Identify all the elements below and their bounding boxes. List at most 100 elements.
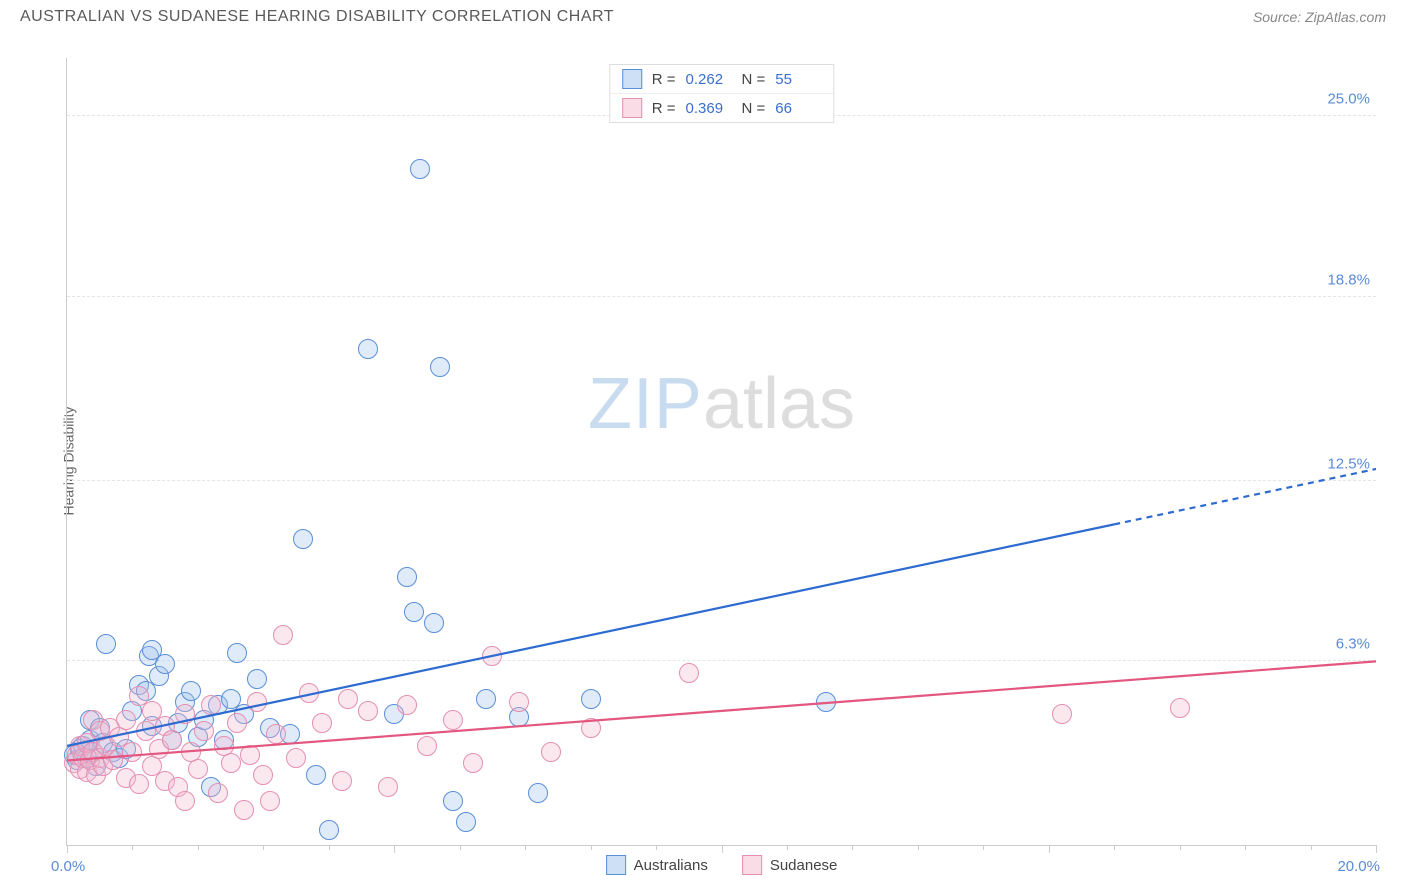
source-attribution: Source: ZipAtlas.com	[1253, 9, 1386, 25]
data-point	[175, 704, 195, 724]
data-point	[476, 689, 496, 709]
data-point	[581, 689, 601, 709]
x-tick	[132, 845, 133, 850]
x-tick	[852, 845, 853, 850]
data-point	[358, 701, 378, 721]
gridline	[67, 296, 1376, 297]
y-tick-label: 18.8%	[1327, 272, 1370, 289]
data-point	[293, 529, 313, 549]
legend-swatch	[622, 98, 642, 118]
data-point	[404, 602, 424, 622]
n-label: N =	[742, 100, 766, 117]
data-point	[116, 710, 136, 730]
data-point	[417, 736, 437, 756]
data-point	[266, 724, 286, 744]
legend-swatch	[742, 855, 762, 875]
plot-area: ZIPatlas R =0.262N =55R =0.369N =66 0.0%…	[66, 58, 1376, 846]
legend-label: Sudanese	[770, 857, 838, 874]
legend-label: Australians	[634, 857, 708, 874]
data-point	[358, 339, 378, 359]
data-point	[273, 625, 293, 645]
x-tick	[656, 845, 657, 850]
x-tick	[722, 845, 723, 853]
y-tick-label: 12.5%	[1327, 455, 1370, 472]
trend-line	[67, 524, 1114, 746]
trend-line-extrapolated	[1114, 469, 1376, 524]
data-point	[208, 783, 228, 803]
data-point	[410, 159, 430, 179]
x-tick	[983, 845, 984, 850]
data-point	[162, 730, 182, 750]
x-axis-min-label: 0.0%	[51, 858, 85, 875]
n-value: 66	[775, 100, 821, 117]
data-point	[194, 721, 214, 741]
data-point	[541, 742, 561, 762]
chart-container: Hearing Disability ZIPatlas R =0.262N =5…	[20, 40, 1386, 882]
data-point	[201, 695, 221, 715]
data-point	[319, 820, 339, 840]
x-tick	[525, 845, 526, 850]
x-tick	[1311, 845, 1312, 850]
legend-row: R = 0.369 N = 66	[610, 93, 834, 122]
legend-swatch	[622, 69, 642, 89]
data-point	[253, 765, 273, 785]
y-tick-label: 6.3%	[1336, 636, 1370, 653]
data-point	[103, 750, 123, 770]
data-point	[286, 748, 306, 768]
legend-item: Australians	[606, 855, 708, 875]
x-tick	[329, 845, 330, 850]
data-point	[188, 759, 208, 779]
legend-row: R = 0.262 N = 55	[610, 65, 834, 93]
data-point	[155, 654, 175, 674]
data-point	[312, 713, 332, 733]
x-tick	[1114, 845, 1115, 850]
data-point	[175, 791, 195, 811]
data-point	[332, 771, 352, 791]
data-point	[299, 683, 319, 703]
x-tick	[1049, 845, 1050, 853]
correlation-legend: R = 0.262 N = 55 R = 0.369 N = 66	[609, 64, 835, 123]
x-tick	[460, 845, 461, 850]
data-point	[816, 692, 836, 712]
n-value: 55	[775, 71, 821, 88]
r-value: 0.262	[686, 71, 732, 88]
x-tick	[591, 845, 592, 850]
x-tick	[263, 845, 264, 850]
x-tick	[1180, 845, 1181, 850]
r-label: R =	[652, 71, 676, 88]
data-point	[181, 681, 201, 701]
data-point	[397, 567, 417, 587]
data-point	[528, 783, 548, 803]
gridline	[67, 660, 1376, 661]
data-point	[1052, 704, 1072, 724]
series-legend: Australians Sudanese	[606, 855, 838, 875]
data-point	[581, 718, 601, 738]
data-point	[1170, 698, 1190, 718]
legend-item: Sudanese	[742, 855, 838, 875]
data-point	[456, 812, 476, 832]
data-point	[378, 777, 398, 797]
x-tick	[394, 845, 395, 853]
data-point	[247, 692, 267, 712]
data-point	[247, 669, 267, 689]
data-point	[122, 742, 142, 762]
data-point	[221, 753, 241, 773]
data-point	[443, 710, 463, 730]
n-label: N =	[742, 71, 766, 88]
data-point	[227, 713, 247, 733]
data-point	[443, 791, 463, 811]
r-label: R =	[652, 100, 676, 117]
x-tick	[1376, 845, 1377, 853]
data-point	[306, 765, 326, 785]
r-value: 0.369	[686, 100, 732, 117]
data-point	[424, 613, 444, 633]
data-point	[463, 753, 483, 773]
x-tick	[198, 845, 199, 850]
data-point	[136, 721, 156, 741]
legend-swatch	[606, 855, 626, 875]
data-point	[227, 643, 247, 663]
data-point	[129, 774, 149, 794]
x-axis-max-label: 20.0%	[1337, 858, 1380, 875]
data-point	[430, 357, 450, 377]
data-point	[234, 800, 254, 820]
